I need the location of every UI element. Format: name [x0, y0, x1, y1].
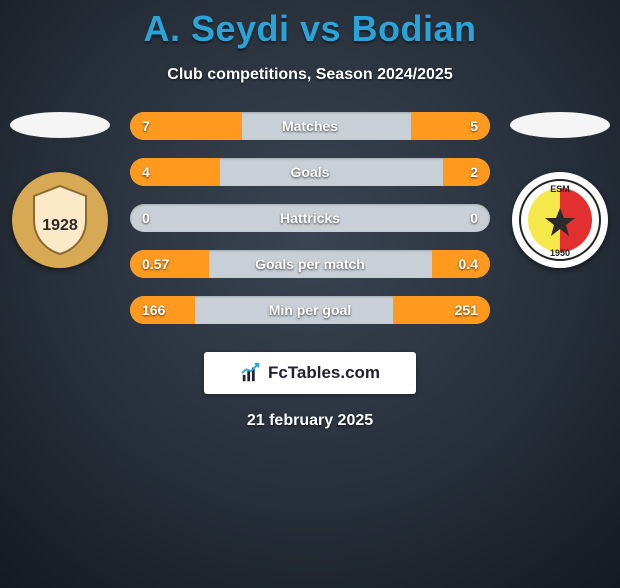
- stat-value-left: 0: [142, 204, 150, 232]
- stat-value-right: 0: [470, 204, 478, 232]
- stat-value-right: 0.4: [459, 250, 478, 278]
- stat-value-left: 166: [142, 296, 165, 324]
- stat-label: Goals per match: [130, 250, 490, 278]
- stat-label: Goals: [130, 158, 490, 186]
- stat-value-right: 251: [455, 296, 478, 324]
- stats-list: Matches7 5 Goals4 2 Hattricks0 0 Goals per mat…: [130, 112, 490, 324]
- stat-value-right: 5: [470, 112, 478, 140]
- left-team-badge: 1928: [12, 172, 108, 268]
- right-team-column: 1950 ESM: [500, 112, 620, 268]
- comparison-content: 1928 1950 ESM Matches75Goals42Hattricks0…: [0, 112, 620, 324]
- svg-text:ESM: ESM: [550, 184, 570, 194]
- stat-label: Hattricks: [130, 204, 490, 232]
- svg-text:1950: 1950: [550, 248, 570, 258]
- subtitle: Club competitions, Season 2024/2025: [0, 66, 620, 84]
- left-flag: [10, 112, 110, 138]
- stat-value-left: 0.57: [142, 250, 169, 278]
- stat-label: Min per goal: [130, 296, 490, 324]
- date-text: 21 february 2025: [0, 412, 620, 430]
- stat-row: Min per goal166 251: [130, 296, 490, 324]
- stat-value-left: 7: [142, 112, 150, 140]
- left-team-column: 1928: [0, 112, 120, 268]
- stat-value-right: 2: [470, 158, 478, 186]
- stat-row: Goals4 2: [130, 158, 490, 186]
- stat-row: Goals per match0.57 0.4: [130, 250, 490, 278]
- stat-row: Matches7 5: [130, 112, 490, 140]
- svg-text:1928: 1928: [42, 217, 78, 234]
- right-flag: [510, 112, 610, 138]
- chart-icon: [240, 362, 262, 384]
- right-team-badge: 1950 ESM: [512, 172, 608, 268]
- stat-label: Matches: [130, 112, 490, 140]
- left-badge-icon: 1928: [20, 180, 100, 260]
- right-badge-icon: 1950 ESM: [518, 178, 602, 262]
- page-title: A. Seydi vs Bodian: [0, 8, 620, 50]
- brand-badge: FcTables.com: [204, 352, 416, 394]
- stat-value-left: 4: [142, 158, 150, 186]
- stat-row: Hattricks0 0: [130, 204, 490, 232]
- brand-text: FcTables.com: [268, 363, 380, 383]
